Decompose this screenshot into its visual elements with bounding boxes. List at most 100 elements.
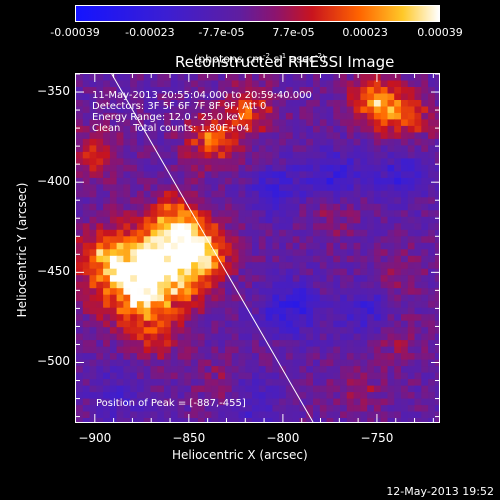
heatmap-cell [82,119,91,127]
heatmap-cell [272,210,280,218]
heatmap-cell [184,151,192,159]
heatmap-cell [89,216,97,224]
heatmap-cell [245,80,253,88]
heatmap-cell [177,411,185,419]
heatmap-cell [150,262,158,270]
heatmap-cell [299,405,307,413]
heatmap-cell [434,164,439,172]
heatmap-cell [130,366,138,374]
heatmap-cell [231,158,240,166]
heatmap-cell [109,80,118,88]
heatmap-cell [103,112,111,120]
heatmap-cell [123,197,131,205]
heatmap-cell [184,164,192,172]
heatmap-cell [360,125,368,133]
heatmap-cell [258,294,267,302]
heatmap-cell [150,112,158,120]
heatmap-cell [313,411,321,419]
heatmap-cell [428,418,436,422]
heatmap-cell [157,346,165,354]
heatmap-cell [184,145,192,153]
heatmap-cell [225,249,233,257]
heatmap-cell [204,262,212,270]
heatmap-cell [285,398,294,406]
heatmap-cell [333,255,341,263]
heatmap-cell [252,379,260,387]
heatmap-cell [123,340,131,348]
heatmap-cell [333,392,341,400]
heatmap-cell [401,138,409,146]
heatmap-cell [191,190,199,198]
heatmap-cell [346,379,355,387]
heatmap-cell [285,249,294,257]
heatmap-cell [184,340,192,348]
heatmap-cell [292,190,301,198]
heatmap-cell [143,216,152,224]
heatmap-cell [401,405,409,413]
heatmap-cell [380,158,389,166]
heatmap-cell [387,314,395,322]
heatmap-cell [407,411,416,419]
heatmap-cell [258,366,267,374]
heatmap-cell [143,145,152,153]
heatmap-cell [96,184,104,192]
heatmap-cell [346,151,355,159]
heatmap-cell [340,242,348,250]
heatmap-cell [407,255,416,263]
heatmap-cell [421,288,429,296]
heatmap-cell [394,125,402,133]
heatmap-cell [360,392,368,400]
heatmap-cell [197,307,206,315]
heatmap-cell [258,249,267,257]
heatmap-cell [394,74,402,82]
heatmap-cell [306,379,314,387]
heatmap-cell [82,294,91,302]
heatmap-cell [82,171,91,179]
heatmap-cell [428,151,436,159]
heatmap-cell [299,223,307,231]
heatmap-cell [360,281,368,289]
heatmap-cell [299,74,307,82]
heatmap-cell [116,164,124,172]
heatmap-cell [373,236,382,244]
heatmap-cell [313,184,321,192]
heatmap-cell [272,255,280,263]
heatmap-cell [150,100,158,108]
heatmap-cell [401,294,409,302]
heatmap-cell [204,132,212,140]
heatmap-cell [204,93,212,101]
heatmap-cell [89,229,97,237]
heatmap-cell [136,301,145,309]
heatmap-cell [184,93,192,101]
heatmap-cell [265,314,273,322]
heatmap-cell [170,379,179,387]
heatmap-cell [421,151,429,159]
heatmap-cell [231,288,240,296]
heatmap-cell [252,93,260,101]
heatmap-cell [272,80,280,88]
heatmap-cell [272,281,280,289]
heatmap-cell [89,314,97,322]
heatmap-cell [130,223,138,231]
heatmap-cell [306,346,314,354]
heatmap-cell [353,203,361,211]
heatmap-cell [170,216,179,224]
heatmap-cell [231,398,240,406]
heatmap-cell [238,132,246,140]
heatmap-cell [231,418,240,422]
heatmap-cell [373,333,382,341]
heatmap-cell [211,151,219,159]
heatmap-cell [82,366,91,374]
heatmap-cell [130,372,138,380]
heatmap-cell [238,333,246,341]
heatmap-cell [360,398,368,406]
heatmap-cell [306,418,314,422]
heatmap-cell [319,112,328,120]
heatmap-cell [258,385,267,393]
heatmap-cell [346,275,355,283]
heatmap-cell [143,190,152,198]
heatmap-cell [184,294,192,302]
heatmap-cell [116,125,124,133]
heatmap-cell [292,268,301,276]
heatmap-cell [326,106,334,114]
